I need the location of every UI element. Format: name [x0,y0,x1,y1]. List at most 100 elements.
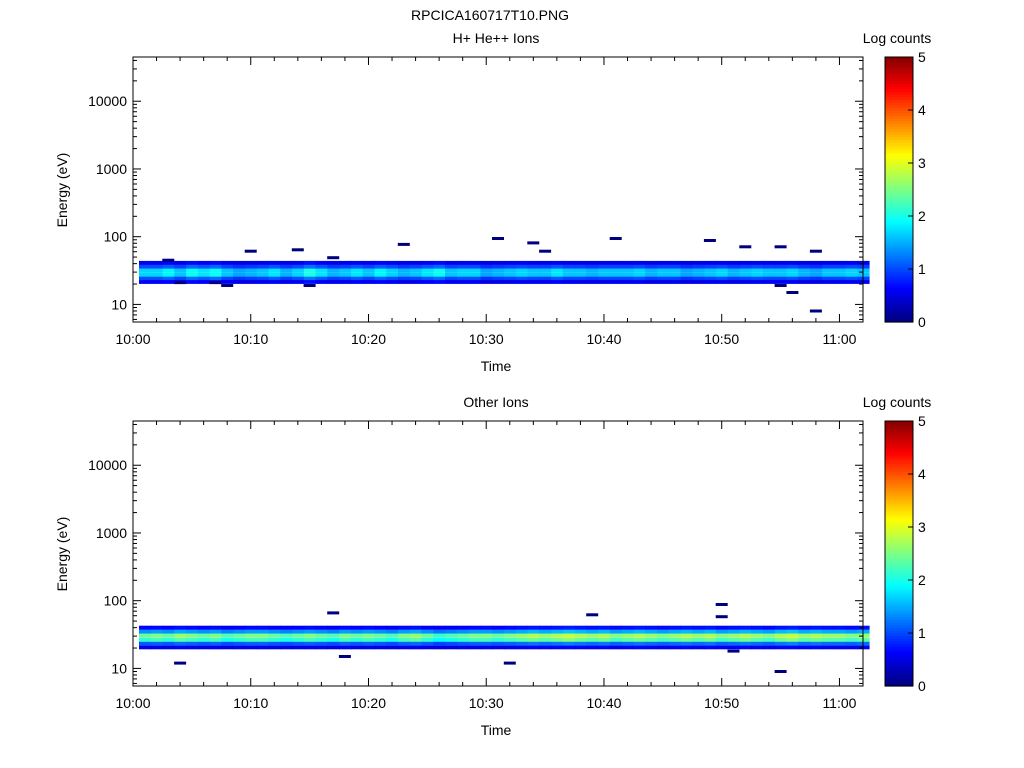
heatmap-cell [515,633,529,638]
colorbar-segment [885,163,913,167]
colorbar-segment [885,139,913,143]
heatmap-cell [162,633,175,638]
heatmap-cell [692,637,705,642]
heatmap-cell [139,625,152,630]
heatmap-cell [327,268,340,273]
heatmap-cell [174,260,187,265]
heatmap-cell [798,264,811,269]
heatmap-cell [303,264,317,269]
colorbar-segment [885,176,913,180]
heatmap-cell [268,645,281,650]
heatmap-cell [456,625,470,630]
heatmap-cell [139,276,152,281]
heatmap-cell [280,633,293,638]
heatmap-cell [574,276,587,281]
heatmap-cell [786,633,799,638]
colorbar-segment [885,593,913,597]
heatmap-cell [645,260,658,265]
heatmap-cell [704,276,717,281]
colorbar-segment [885,266,913,270]
heatmap-cell [150,645,164,650]
colorbar-segment [885,577,913,581]
colorbar-segment [885,508,913,512]
colorbar-segment [885,667,913,671]
heatmap-cell [280,625,293,630]
colorbar-segment [885,561,913,565]
heatmap-cell [468,279,482,284]
heatmap-cell [433,625,446,630]
panel-1-title: H+ He++ Ions [453,30,540,46]
colorbar-segment [885,255,913,259]
heatmap-cell [421,637,434,642]
heatmap-cell [845,276,858,281]
colorbar-segment [885,120,913,124]
colorbar-segment [885,250,913,254]
heatmap-cell [433,645,446,650]
heatmap-cell [350,625,364,630]
colorbar-segment [885,125,913,130]
heatmap-cell [139,629,152,634]
heatmap-cell [268,276,281,281]
colorbar-segment [885,598,913,602]
colorbar-segment [885,284,913,289]
colorbar-segment [885,558,913,563]
colorbar-segment [885,234,913,238]
heatmap-cell [574,637,587,642]
heatmap-cell [786,279,799,284]
colorbar-segment [885,564,913,568]
heatmap-cell [456,645,470,650]
heatmap-cell [574,645,587,650]
panel-2-xlabel: Time [481,722,512,738]
colorbar-segment [885,439,913,443]
heatmap-cell [327,625,340,630]
heatmap-cell [315,279,328,284]
heatmap-cell [692,276,705,281]
heatmap-cell [174,629,187,634]
colorbar-segment [885,221,913,225]
x-tick-label: 10:30 [469,331,504,347]
heatmap-cell [492,637,505,642]
heatmap-cell [350,279,364,284]
panel-2-heatmap [139,603,870,673]
heatmap-cell [409,268,423,273]
heatmap-cell [245,272,258,277]
colorbar-segment [885,303,913,307]
colorbar-segment [885,216,913,220]
x-tick-label: 10:00 [115,331,150,347]
heatmap-cell [150,272,164,277]
heatmap-cell [456,268,470,273]
heatmap-cell [456,633,470,638]
x-tick-label: 11:00 [822,331,856,347]
colorbar-segment [885,654,913,658]
y-tick-label: 10000 [88,93,127,109]
heatmap-cell [174,264,187,269]
heatmap-cell [821,629,835,634]
colorbar-segment [885,70,913,74]
heatmap-cell [350,264,364,269]
panel-1-xlabel: Time [481,358,512,374]
heatmap-cell [292,633,305,638]
heatmap-cell [233,633,246,638]
heatmap-cell [339,645,352,650]
heatmap-cell [409,276,423,281]
heatmap-cell [315,276,328,281]
colorbar-segment [885,497,913,502]
heatmap-cell [668,264,682,269]
heatmap-cell [680,264,693,269]
heatmap-cell [362,276,376,281]
heatmap-cell [245,625,258,630]
heatmap-cell [657,268,670,273]
heatmap-cell [574,272,587,277]
heatmap-cell [256,645,270,650]
heatmap-cell [515,276,529,281]
heatmap-cell [303,645,317,650]
colorbar-segment [885,431,913,435]
heatmap-cell [421,641,434,646]
heatmap-cell [186,268,199,273]
heatmap-cell [715,645,729,650]
heatmap-cell [668,279,682,284]
colorbar-segment [885,258,913,262]
isolated-count-cell [715,603,728,606]
heatmap-cell [386,276,399,281]
heatmap-cell [763,645,776,650]
